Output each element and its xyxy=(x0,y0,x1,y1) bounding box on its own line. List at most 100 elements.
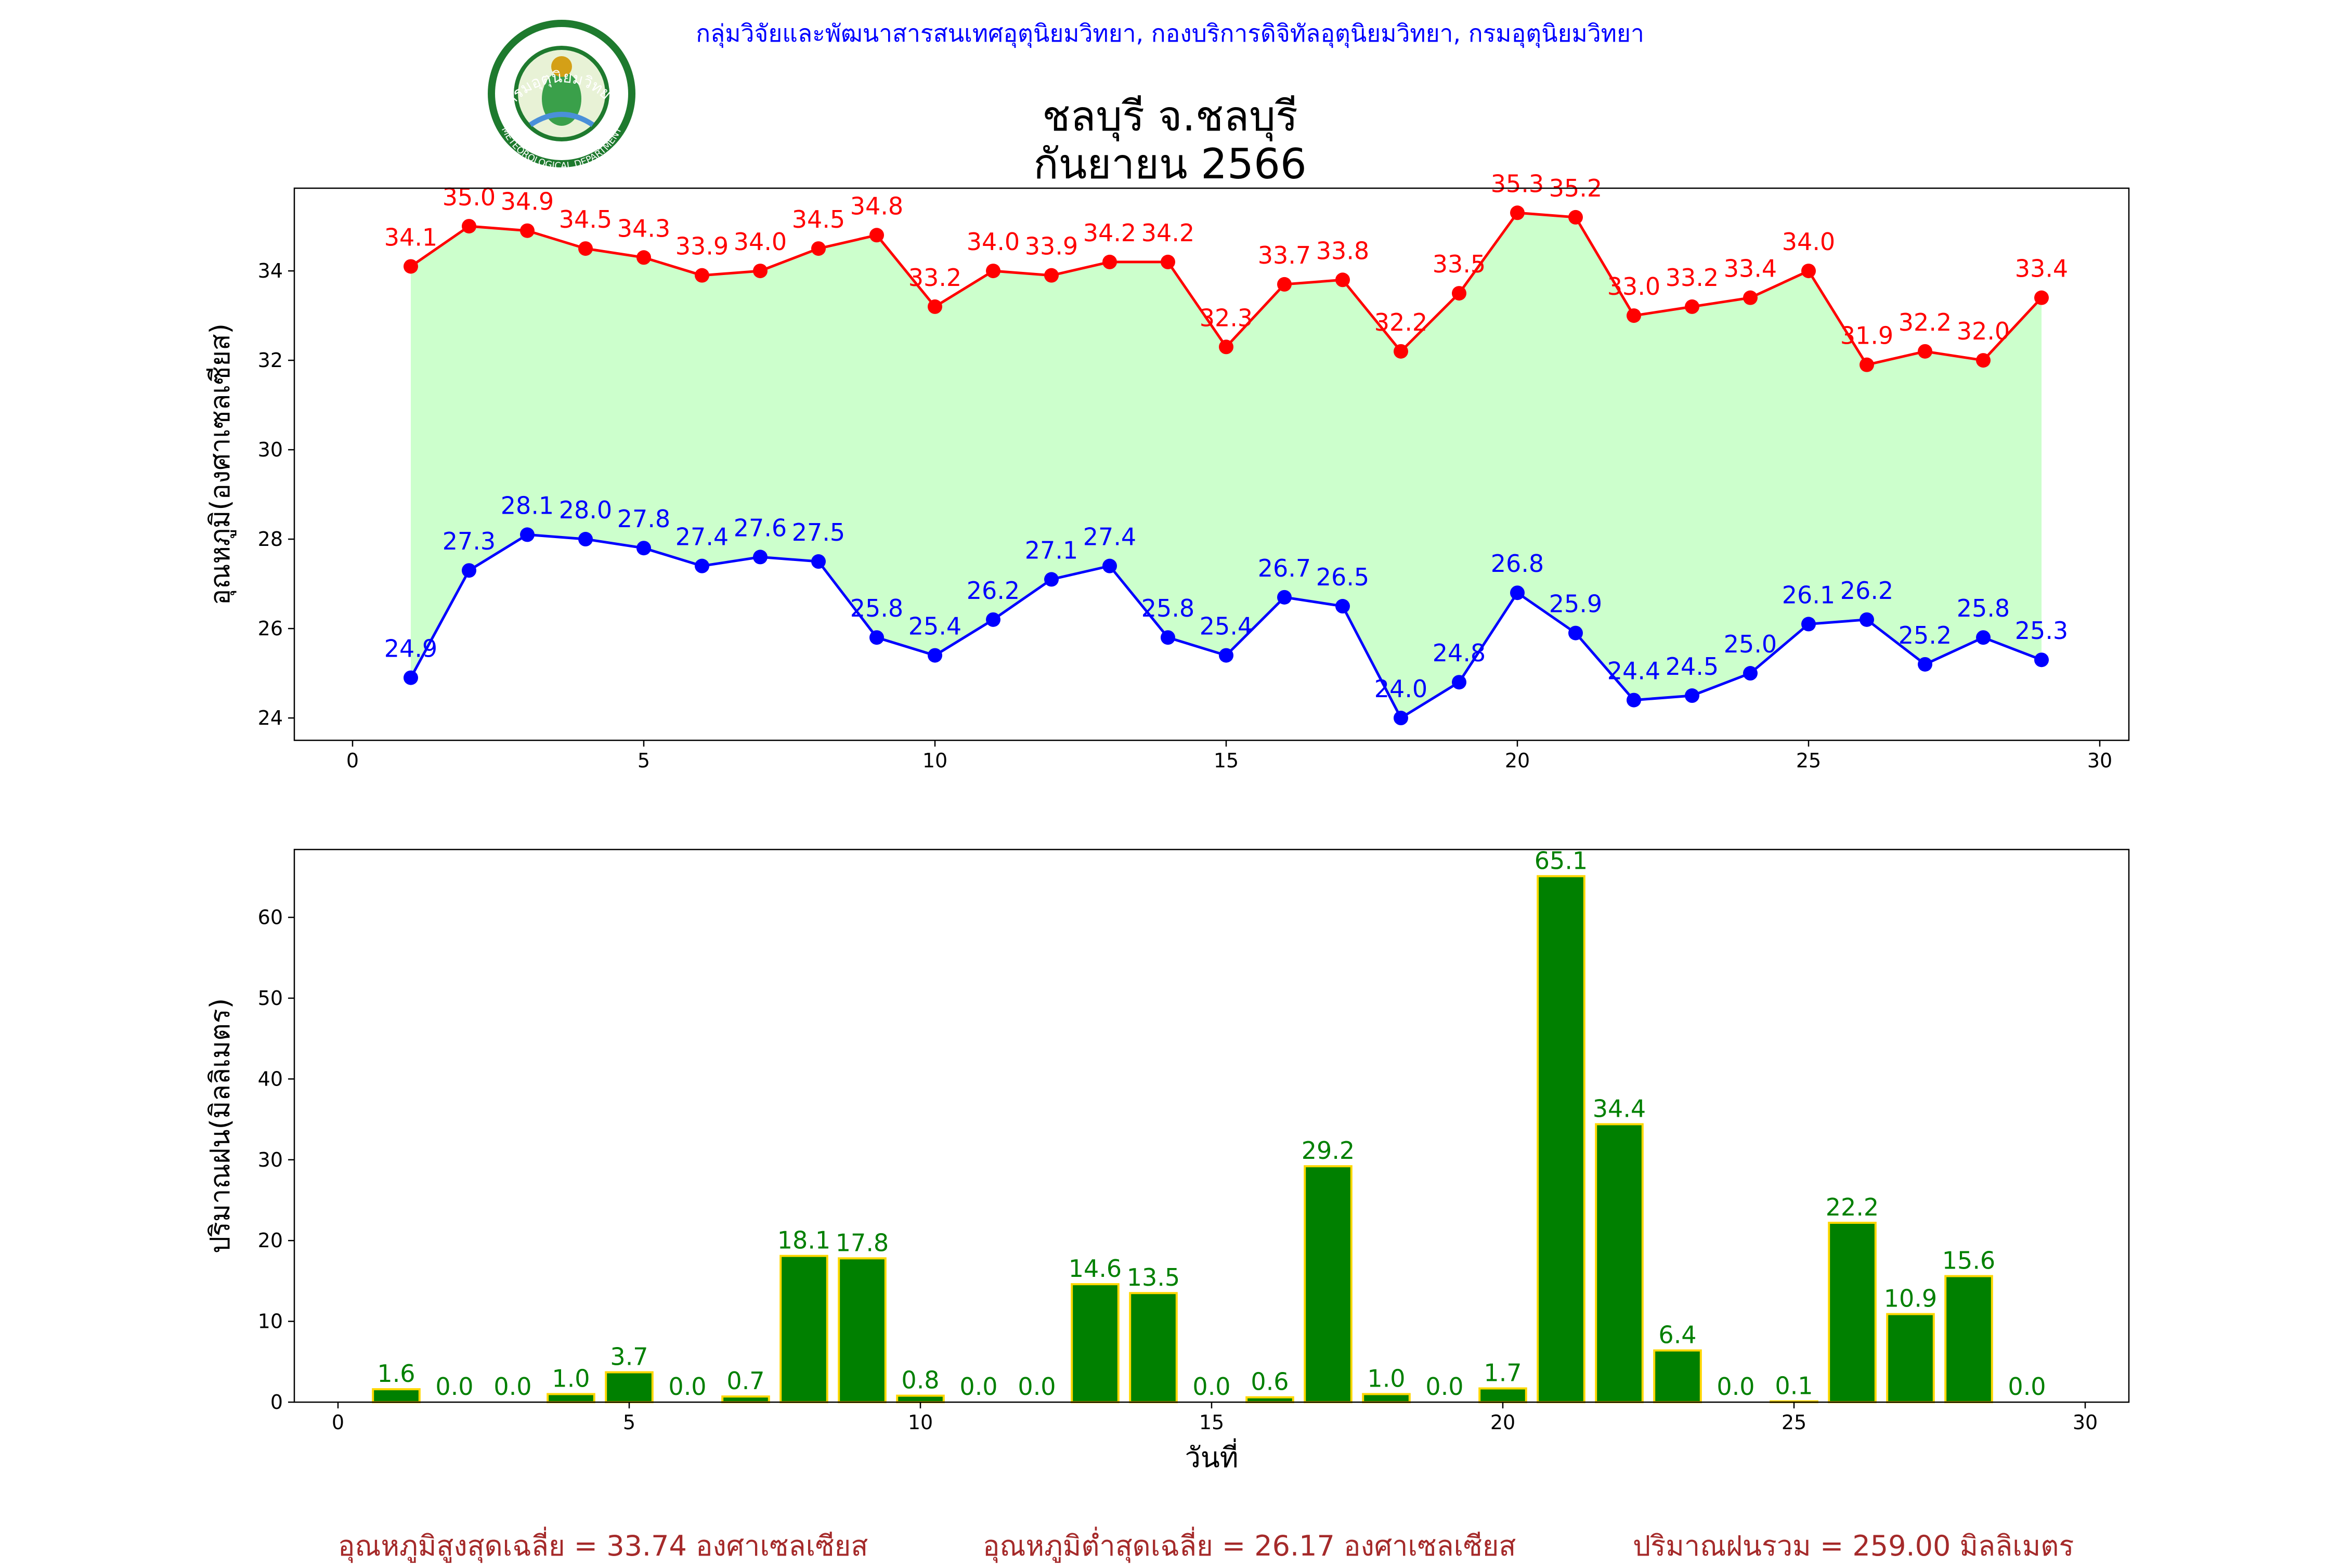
min-temp-point xyxy=(636,541,651,556)
min-temp-data-label: 25.8 xyxy=(1141,594,1194,622)
temp-x-tick-label: 25 xyxy=(1796,749,1821,772)
rain-bar xyxy=(1944,1275,1993,1404)
max-temp-point xyxy=(1801,264,1816,279)
max-temp-data-label: 34.8 xyxy=(850,192,903,220)
rain-bar xyxy=(721,1395,770,1403)
max-temp-data-label: 33.8 xyxy=(1316,237,1369,265)
avg-min-temp-summary: อุณหภูมิต่ำสุดเฉลี่ย = 26.17 องศาเซลเซีย… xyxy=(983,1530,1516,1562)
max-temp-data-label: 33.0 xyxy=(1607,272,1660,300)
min-temp-point xyxy=(928,648,942,663)
rainfall-chart: 1.6 0.0 0.0 1.0 3.7 0.0 0.7 18.1 17.8 0.8 0.0 0.0 14… xyxy=(205,846,2130,1474)
min-temp-point xyxy=(520,527,535,542)
min-temp-data-label: 27.4 xyxy=(675,523,729,551)
min-temp-data-label: 25.4 xyxy=(908,612,961,641)
min-temp-data-label: 28.1 xyxy=(501,491,554,519)
rain-bar xyxy=(838,1257,887,1403)
max-temp-data-label: 31.9 xyxy=(1840,322,1893,350)
max-temp-data-label: 33.5 xyxy=(1433,250,1486,278)
max-temp-data-label: 34.9 xyxy=(501,188,554,216)
rain-bar xyxy=(1129,1292,1178,1403)
max-temp-point xyxy=(869,228,884,243)
min-temp-data-label: 24.9 xyxy=(384,635,437,663)
max-temp-point xyxy=(811,241,826,256)
rain-x-tick-label: 0 xyxy=(332,1411,344,1434)
rain-data-label: 22.2 xyxy=(1826,1193,1879,1221)
max-temp-data-label: 32.2 xyxy=(1899,308,1952,336)
min-temp-point xyxy=(1801,617,1816,632)
rain-bar xyxy=(1828,1221,1877,1403)
min-temp-data-label: 26.5 xyxy=(1316,563,1369,591)
min-temp-point xyxy=(811,554,826,569)
rain-data-label: 14.6 xyxy=(1069,1255,1122,1283)
max-temp-point xyxy=(1860,357,1874,372)
min-temp-data-label: 25.0 xyxy=(1724,630,1777,658)
rain-data-label: 29.2 xyxy=(1302,1136,1355,1165)
min-temp-data-label: 26.2 xyxy=(967,577,1020,605)
rain-bar xyxy=(605,1371,654,1403)
max-temp-point xyxy=(1277,277,1292,292)
max-temp-data-label: 34.0 xyxy=(967,228,1020,256)
rain-data-label: 0.0 xyxy=(435,1373,473,1401)
rain-data-label: 1.6 xyxy=(377,1360,415,1388)
max-temp-data-label: 35.0 xyxy=(443,183,496,211)
min-temp-point xyxy=(753,550,768,565)
rain-data-label: 0.6 xyxy=(1251,1368,1289,1396)
min-temp-data-label: 26.8 xyxy=(1491,550,1544,578)
max-temp-data-label: 34.0 xyxy=(734,228,787,256)
rain-y-axis-label: ปริมาณฝน(มิลลิเมตร) xyxy=(205,998,236,1253)
rain-bar xyxy=(1245,1396,1294,1404)
max-temp-point xyxy=(578,241,593,256)
rain-bar xyxy=(1653,1349,1702,1404)
max-temp-point xyxy=(1743,290,1758,305)
max-temp-data-label: 33.2 xyxy=(1666,264,1719,292)
rain-y-tick-label: 30 xyxy=(258,1148,283,1171)
min-temp-point xyxy=(1335,599,1350,614)
max-temp-data-label: 34.1 xyxy=(384,223,437,251)
min-temp-point xyxy=(462,563,476,578)
min-temp-data-label: 28.0 xyxy=(559,496,612,524)
rain-data-label: 1.0 xyxy=(552,1364,590,1392)
rain-bar xyxy=(1886,1313,1935,1403)
temp-plot-frame xyxy=(293,187,2130,741)
max-temp-data-label: 33.9 xyxy=(1025,232,1078,260)
rain-y-tick-label: 40 xyxy=(258,1067,283,1090)
max-temp-point xyxy=(1976,353,1991,368)
total-rainfall-summary: ปริมาณฝนรวม = 259.00 มิลลิเมตร xyxy=(1633,1530,2074,1562)
rain-bar xyxy=(1362,1393,1411,1403)
max-temp-point xyxy=(1394,344,1408,359)
max-temp-data-label: 32.3 xyxy=(1200,304,1253,332)
min-temp-point xyxy=(986,612,1000,627)
rain-data-label: 0.0 xyxy=(668,1373,706,1401)
temp-y-axis-label: อุณหภูมิ(องศาเซลเซียส) xyxy=(205,323,237,605)
rain-bar xyxy=(1595,1123,1644,1404)
rain-data-label: 0.0 xyxy=(1018,1373,1056,1401)
min-temp-data-label: 24.0 xyxy=(1374,675,1427,703)
max-temp-point xyxy=(1685,299,1699,314)
temp-y-tick-label: 24 xyxy=(258,707,283,729)
min-temp-data-label: 25.2 xyxy=(1899,621,1952,649)
rain-data-label: 1.0 xyxy=(1367,1364,1405,1392)
rain-y-tick-label: 20 xyxy=(258,1229,283,1252)
rain-data-label: 34.4 xyxy=(1593,1094,1646,1122)
temp-y-tick-label: 28 xyxy=(258,528,283,551)
chart-title-station: ชลบุรี จ.ชลบุรี xyxy=(1042,92,1298,140)
temp-y-tick-label: 32 xyxy=(258,349,283,372)
min-temp-point xyxy=(1976,630,1991,645)
rain-y-tick-label: 50 xyxy=(258,987,283,1010)
chart-title-month: กันยายน 2566 xyxy=(1033,140,1307,188)
max-temp-point xyxy=(986,264,1000,279)
avg-max-temp-summary: อุณหภูมิสูงสุดเฉลี่ย = 33.74 องศาเซลเซีย… xyxy=(338,1530,868,1562)
max-temp-data-label: 33.4 xyxy=(1724,255,1777,283)
max-temp-point xyxy=(1918,344,1932,359)
rain-bar xyxy=(547,1393,595,1403)
rain-x-tick-label: 10 xyxy=(908,1411,933,1434)
min-temp-data-label: 27.5 xyxy=(792,518,845,546)
max-temp-point xyxy=(1044,268,1059,283)
rain-data-label: 0.1 xyxy=(1775,1371,1813,1400)
temp-x-tick-label: 10 xyxy=(922,749,947,772)
min-temp-data-label: 25.8 xyxy=(1957,594,2010,622)
temp-y-tick-label: 30 xyxy=(258,438,283,461)
rain-data-label: 0.0 xyxy=(1425,1373,1463,1401)
max-temp-data-label: 33.2 xyxy=(908,264,961,292)
max-temp-point xyxy=(1452,286,1466,301)
